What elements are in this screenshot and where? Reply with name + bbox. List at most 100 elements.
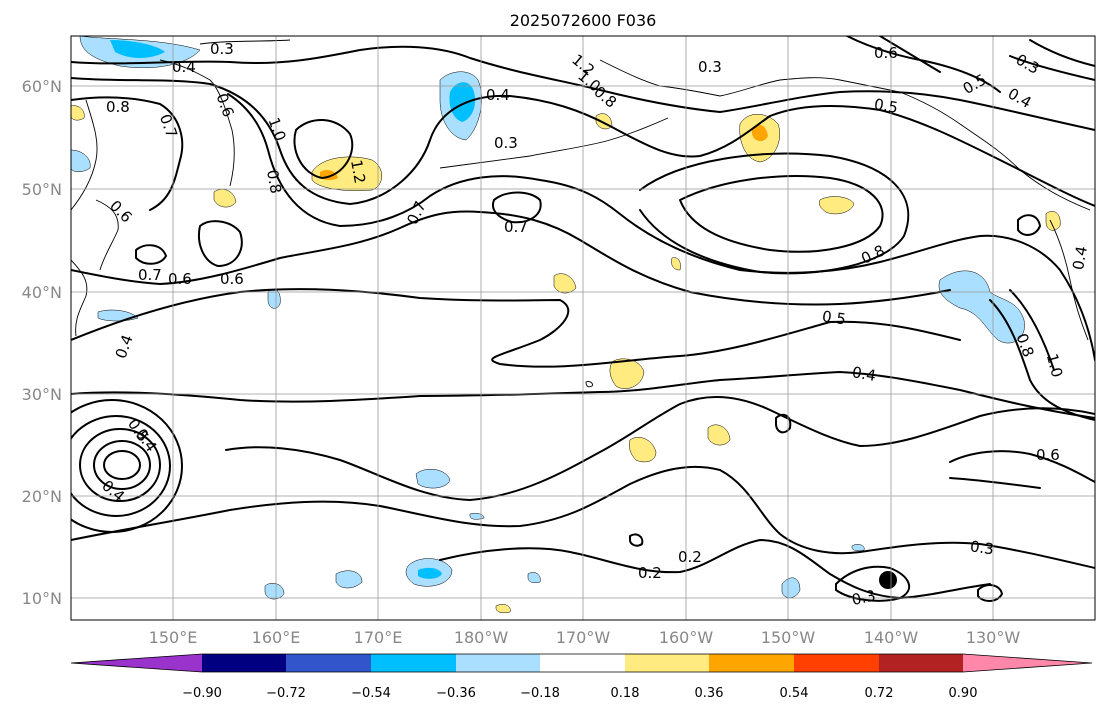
- yellow-patch-3: [609, 358, 645, 389]
- contour-label: 1.2: [347, 158, 369, 185]
- coastlines: [71, 39, 1091, 388]
- blue-patch-south-2: [415, 468, 451, 489]
- cyclone-ring-3: [79, 428, 161, 502]
- lon-label-170e: 170°E: [354, 628, 403, 647]
- colorbar-segment: [794, 654, 879, 672]
- contour-label: 0.8: [263, 168, 285, 195]
- contour-line-15: [198, 220, 243, 267]
- contour-lines: [71, 36, 1095, 602]
- contour-label: 0.3: [850, 587, 877, 610]
- colorbar-tick-label: −0.72: [266, 686, 306, 701]
- colorbar-tick-label: −0.18: [520, 686, 560, 701]
- blue-patch-180-core: [449, 82, 476, 122]
- cyclone-rings: [71, 399, 183, 533]
- contour-label: 0.3: [494, 134, 518, 152]
- yellow-patch-5: [707, 424, 731, 446]
- blue-patch-small-4: [851, 544, 865, 552]
- lon-label-160e: 160°E: [252, 628, 301, 647]
- lon-label-140w: 140°W: [864, 628, 919, 647]
- yellow-patch-7: [553, 273, 577, 294]
- contour-line-7: [225, 395, 1095, 501]
- colorbar-tick-labels: −0.90 −0.72 −0.54 −0.36 −0.18 0.18 0.36 …: [182, 686, 977, 701]
- colorbar-tick-label: 0.18: [611, 686, 640, 701]
- colorbar-tick-label: 0.36: [695, 686, 724, 701]
- colorbar-tick-label: 0.54: [780, 686, 809, 701]
- contour-line-19: [775, 413, 792, 434]
- contour-label: 0.2: [638, 564, 662, 582]
- colorbar-extend-max: [963, 654, 1092, 672]
- lon-label-160w: 160°W: [659, 628, 714, 647]
- gridlines: [71, 36, 1095, 620]
- colorbar-segment: [371, 654, 456, 672]
- lon-label-170w: 170°W: [556, 628, 611, 647]
- cyclone-ring-1: [103, 450, 141, 480]
- contour-label: 1.0: [1043, 352, 1067, 380]
- cyclone-ring-2: [93, 440, 151, 490]
- colorbar-segment: [286, 654, 371, 672]
- blue-patch-small-5: [469, 512, 485, 520]
- lat-axis-labels: 60°N 50°N 40°N 30°N 20°N 10°N: [22, 77, 62, 608]
- blue-patch-small-3: [527, 572, 541, 584]
- lon-label-150w: 150°W: [761, 628, 816, 647]
- contour-label: 0.6: [874, 44, 898, 62]
- colorbar-tick-label: −0.90: [182, 686, 222, 701]
- contour-line-20: [629, 533, 644, 547]
- lat-label-30n: 30°N: [22, 385, 62, 404]
- lon-label-150e: 150°E: [149, 628, 198, 647]
- contour-label: 0.6: [1036, 446, 1060, 464]
- contour-label: 0.7: [504, 218, 528, 236]
- yellow-patch-6: [819, 196, 855, 215]
- coastline-alaska: [599, 59, 1091, 211]
- colorbar-segment: [625, 654, 709, 672]
- lat-label-60n: 60°N: [22, 77, 62, 96]
- contour-label: 0.7: [138, 266, 162, 284]
- lon-label-180w: 180°W: [454, 628, 509, 647]
- contour-label: 0.4: [851, 363, 878, 385]
- shaded-anomaly-fills: [71, 36, 1061, 614]
- contour-line-21: [1017, 214, 1041, 236]
- coastline-west-na: [1049, 219, 1089, 341]
- colorbar-extend-min: [71, 654, 202, 672]
- contour-line-3: [71, 93, 1095, 361]
- contour-label: 0.4: [172, 58, 196, 76]
- contour-line-14: [293, 118, 354, 179]
- contour-label: 0.4: [1069, 245, 1091, 272]
- contour-line-12: [977, 584, 1003, 602]
- orange-patch-2: [752, 124, 768, 142]
- blue-patch-nw-core: [110, 40, 165, 58]
- contour-line-23: [844, 36, 1001, 93]
- map-title: 2025072600 F036: [510, 11, 657, 30]
- contour-label: 0.6: [220, 270, 244, 288]
- contour-label: 0.5: [821, 307, 847, 328]
- lat-label-20n: 20°N: [22, 487, 62, 506]
- contour-line-13: [492, 191, 542, 224]
- plot-frame: [70, 35, 1096, 621]
- colorbar-tick-label: 0.90: [949, 686, 978, 701]
- contour-line-2: [71, 77, 1095, 207]
- blue-patch-south-1-core: [418, 567, 442, 579]
- contour-line-16: [679, 175, 884, 253]
- blue-patch-w-edge: [71, 149, 91, 172]
- coastline-aleutians: [439, 117, 669, 169]
- lat-label-40n: 40°N: [22, 283, 62, 302]
- colorbar-outline: [70, 653, 1093, 673]
- colorbar-segment: [202, 654, 286, 672]
- lon-axis-labels: 150°E 160°E 170°E 180°W 170°W 160°W 150°…: [149, 628, 1021, 647]
- blue-patch-east: [938, 270, 1025, 344]
- map-plot-area: 0.3 0.4 0.8 0.7 0.6 1.0 0.8 1.2 0.6 0.7 …: [70, 35, 1096, 621]
- yellow-patch-11: [71, 105, 85, 121]
- lat-label-10n: 10°N: [22, 589, 62, 608]
- blue-patch-south-3: [335, 570, 363, 589]
- contour-label: 0.3: [969, 537, 995, 558]
- yellow-patch-13: [671, 257, 681, 271]
- contour-label: 0.4: [486, 86, 510, 104]
- yellow-patch-12: [495, 604, 511, 614]
- coastline-hawaii: [585, 381, 593, 388]
- contour-line-5: [71, 288, 961, 368]
- coastline-kamchatka: [159, 39, 291, 187]
- cyclone-ring-5: [71, 399, 183, 533]
- storm-marker: [879, 571, 897, 589]
- contour-label: 0.5: [873, 95, 900, 117]
- contour-line-17: [639, 152, 910, 275]
- contour-line-24: [1009, 39, 1095, 81]
